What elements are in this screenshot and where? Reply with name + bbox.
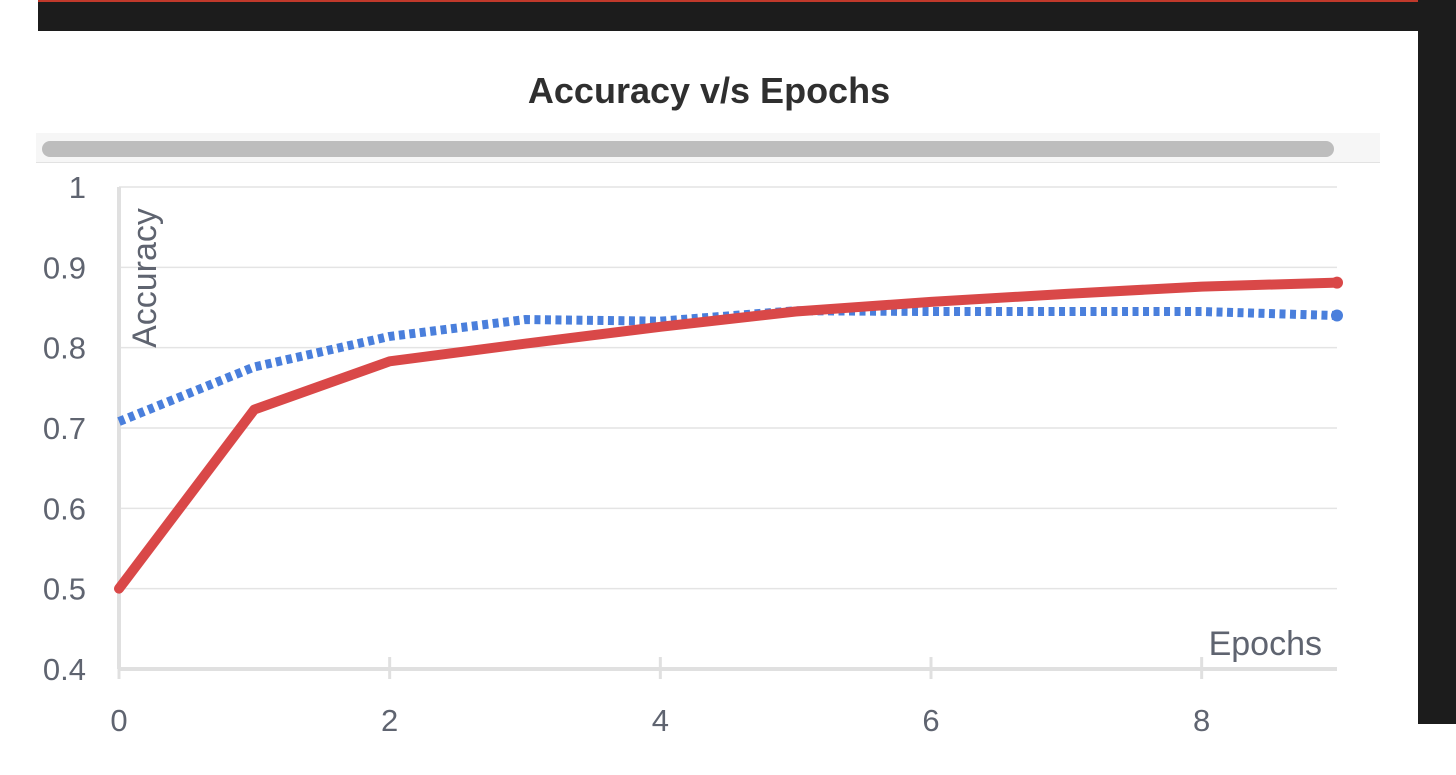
x-tick-label: 0 (110, 703, 127, 738)
y-tick-label: 1 (69, 170, 86, 205)
x-tick-label: 2 (381, 703, 398, 738)
y-tick-label: 0.5 (43, 572, 86, 607)
axes (117, 187, 1337, 679)
x-tick-label: 4 (652, 703, 669, 738)
series-end-point (1331, 309, 1343, 322)
chart-title: Accuracy v/s Epochs (527, 70, 891, 111)
y-tick-label: 0.4 (43, 652, 86, 687)
series-end-point (1331, 276, 1343, 289)
scrollbar-thumb[interactable] (42, 141, 1334, 157)
window-top-border (38, 0, 1456, 31)
x-tick-label: 8 (1193, 703, 1210, 738)
window-right-border (1418, 0, 1456, 724)
y-tick-label: 0.7 (43, 411, 86, 446)
grid-lines (119, 186, 1337, 590)
y-tick-label: 0.6 (43, 491, 86, 526)
x-axis-label: Epochs (1209, 625, 1322, 663)
y-axis-label: Accuracy (126, 208, 164, 348)
tick-labels: 0.4 0.5 0.6 0.7 0.8 0.9 1 0 2 4 6 8 (43, 170, 1210, 738)
horizontal-scrollbar[interactable] (36, 133, 1380, 163)
series-line-solid (114, 277, 1342, 594)
x-tick-label: 6 (922, 703, 939, 738)
y-tick-label: 0.9 (43, 250, 86, 285)
y-tick-label: 0.8 (43, 331, 86, 366)
series-line-dotted (117, 306, 1338, 426)
series-lines (114, 276, 1343, 594)
